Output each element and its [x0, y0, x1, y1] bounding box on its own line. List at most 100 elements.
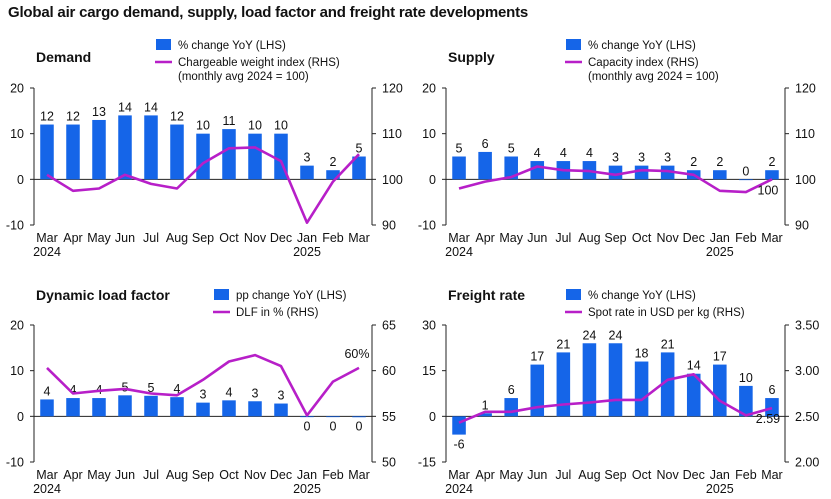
bar — [40, 124, 54, 180]
bar — [352, 156, 366, 180]
bar — [713, 170, 727, 180]
line-series — [46, 146, 360, 224]
x-tick-label: Jul — [143, 231, 159, 245]
page-title: Global air cargo demand, supply, load fa… — [8, 4, 529, 21]
x-tick-label: Dec — [683, 468, 705, 482]
bar-data-label: 5 — [456, 142, 463, 156]
bar-data-label: -6 — [453, 438, 464, 452]
bar-data-label: 5 — [508, 142, 515, 156]
demand-chart: Demand % change YoY (LHS) Chargeable weigh… — [6, 39, 403, 259]
freight-chart: Freight rate % change YoY (LHS) Spot rate … — [418, 287, 819, 496]
bar-data-label: 24 — [609, 328, 623, 342]
x-tick-label: Jun — [527, 468, 547, 482]
x-year-label: 2025 — [706, 245, 734, 259]
bar — [660, 165, 675, 180]
x-tick-label: Oct — [632, 231, 652, 245]
bar — [248, 133, 262, 180]
x-tick-label: Mar — [448, 231, 470, 245]
bar-data-label: 24 — [582, 328, 596, 342]
right-tick-label: 90 — [382, 219, 396, 233]
right-tick-label: 3.50 — [795, 319, 819, 333]
line-data-label: 2.59 — [756, 412, 780, 426]
bar — [765, 170, 779, 180]
bar — [478, 413, 492, 417]
right-tick-label: 120 — [382, 82, 403, 96]
bar-data-label: 2 — [716, 155, 723, 169]
left-tick-label: -10 — [418, 219, 436, 233]
bar-data-label: 5 — [148, 381, 155, 395]
bar-data-label: 10 — [196, 119, 210, 133]
bar — [530, 364, 545, 417]
x-tick-label: Dec — [270, 231, 292, 245]
x-year-label: 2024 — [445, 482, 473, 496]
bar — [196, 133, 210, 180]
bar-data-label: 10 — [739, 371, 753, 385]
left-tick-label: 0 — [17, 173, 24, 187]
demand-title: Demand — [36, 49, 91, 65]
x-tick-label: Mar — [348, 231, 370, 245]
legend-bar-label: % change YoY (LHS) — [178, 40, 286, 52]
legend-line-label: Capacity index (RHS) — [588, 57, 699, 69]
bar-data-label: 3 — [252, 386, 259, 400]
x-year-label: 2025 — [293, 245, 321, 259]
bar — [634, 165, 649, 180]
x-tick-label: Sep — [192, 231, 214, 245]
x-year-label: 2025 — [706, 482, 734, 496]
dlf-title: Dynamic load factor — [36, 287, 170, 303]
legend-line-label: DLF in % (RHS) — [236, 307, 319, 319]
bar — [608, 343, 623, 417]
right-tick-label: 50 — [382, 456, 396, 470]
right-tick-label: 60 — [382, 364, 396, 378]
bar — [66, 398, 80, 417]
x-tick-label: Jun — [115, 468, 135, 482]
bar — [66, 124, 80, 180]
left-tick-label: 10 — [10, 127, 24, 141]
x-tick-label: Mar — [36, 231, 58, 245]
bar — [222, 400, 236, 417]
x-tick-label: Dec — [270, 468, 292, 482]
bar-data-label: 17 — [530, 350, 544, 364]
legend-bar-label: % change YoY (LHS) — [588, 40, 696, 52]
x-tick-label: Jan — [297, 231, 317, 245]
bar-data-label: 0 — [742, 164, 749, 178]
bar — [504, 398, 518, 417]
bar — [556, 352, 571, 417]
bar-data-label: 2 — [690, 155, 697, 169]
left-tick-label: -10 — [6, 456, 24, 470]
bar-data-label: 4 — [44, 384, 51, 398]
left-tick-label: 10 — [10, 364, 24, 378]
x-tick-label: Jul — [555, 231, 571, 245]
bar — [530, 161, 545, 180]
x-tick-label: May — [499, 468, 523, 482]
line-series — [458, 372, 773, 424]
bar-data-label: 12 — [170, 110, 184, 124]
right-tick-label: 2.00 — [795, 456, 819, 470]
bar-data-label: 14 — [118, 100, 132, 114]
right-tick-label: 110 — [382, 127, 402, 141]
bar-data-label: 4 — [70, 383, 77, 397]
bar — [248, 401, 262, 417]
supply-chart: Supply % change YoY (LHS) Capacity index (… — [418, 39, 816, 259]
x-tick-label: Apr — [63, 231, 82, 245]
bar — [352, 416, 366, 418]
bar-data-label: 2 — [768, 155, 775, 169]
bar — [144, 115, 158, 180]
legend-bar-swatch — [566, 289, 581, 300]
x-tick-label: Apr — [63, 468, 82, 482]
bar-data-label: 3 — [612, 151, 619, 165]
line-data-label: 100 — [758, 183, 779, 197]
right-tick-label: 2.50 — [795, 410, 819, 424]
x-tick-label: Jan — [710, 468, 730, 482]
x-tick-label: Jun — [527, 231, 547, 245]
right-tick-label: 120 — [795, 82, 816, 96]
left-tick-label: 0 — [17, 410, 24, 424]
x-tick-label: May — [499, 231, 523, 245]
bar — [660, 352, 675, 417]
right-tick-label: 55 — [382, 410, 396, 424]
bar-data-label: 10 — [274, 119, 288, 133]
x-tick-label: Feb — [322, 231, 344, 245]
x-year-label: 2025 — [293, 482, 321, 496]
bar-data-label: 14 — [687, 359, 701, 373]
bar-data-label: 4 — [586, 146, 593, 160]
x-tick-label: Mar — [761, 468, 783, 482]
